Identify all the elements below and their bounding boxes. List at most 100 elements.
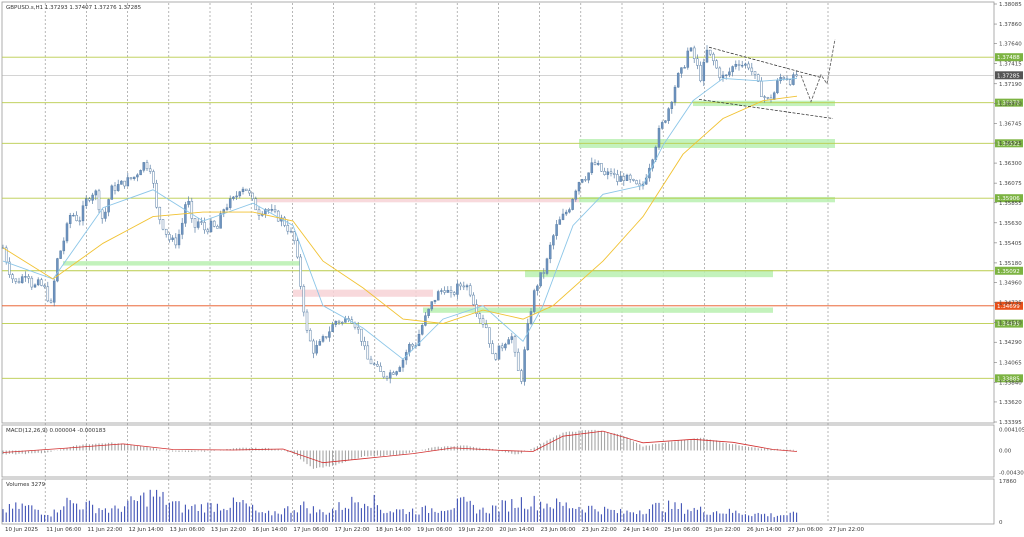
candle-body <box>478 313 482 319</box>
candle-body <box>776 80 779 94</box>
candle-body <box>366 345 370 360</box>
candle-body <box>577 182 581 192</box>
candle-body <box>392 372 395 375</box>
price-tick-label: 1.37860 <box>999 22 1022 28</box>
candle-body <box>590 162 594 174</box>
candle-body <box>782 77 786 79</box>
candle-body <box>299 256 302 287</box>
candle-body <box>536 285 539 291</box>
level-badge <box>995 139 1023 148</box>
candle-body <box>408 344 411 353</box>
candle-body <box>206 229 210 233</box>
time-tick-label: 23 Jun 06:00 <box>541 527 576 533</box>
candle-body <box>337 320 341 323</box>
candle-body <box>398 367 402 372</box>
current-price-badge <box>995 71 1023 80</box>
candle-body <box>788 79 792 85</box>
candle-body <box>465 285 469 288</box>
level-label: 1.34499 <box>997 322 1020 328</box>
candle-body <box>75 214 78 221</box>
candle-body <box>52 280 56 303</box>
candle-body <box>724 74 728 76</box>
candle-body <box>552 235 555 246</box>
candle-body <box>120 180 123 185</box>
price-tick-label: 1.36525 <box>999 141 1022 147</box>
time-tick-label: 11 Jun 06:00 <box>46 527 81 533</box>
candle-body <box>558 219 562 225</box>
candle-body <box>468 285 472 296</box>
candle-body <box>702 61 706 82</box>
candle-body <box>657 128 661 148</box>
candle-body <box>564 211 568 215</box>
candle-body <box>267 209 270 211</box>
candle-body <box>203 222 206 231</box>
candle-body <box>142 162 146 171</box>
candle-body <box>334 320 338 325</box>
candle-body <box>603 171 606 175</box>
current-price-label: 1.37285 <box>997 73 1020 79</box>
candle-body <box>276 210 280 222</box>
symbol-header: GBPUSD.s,H1 1.37293 1.37407 1.37276 1.37… <box>6 5 142 11</box>
candle-body <box>744 63 747 66</box>
candle-body <box>632 179 635 181</box>
candle-body <box>411 344 414 347</box>
time-tick-label: 18 Jun 14:00 <box>376 527 411 533</box>
axes: 10 Jun 2025 11 Jun 06:00 11 Jun 22:00 12 Ju… <box>5 2 1022 533</box>
candle-body <box>292 231 296 242</box>
candle-body <box>548 244 552 260</box>
candle-body <box>705 49 709 63</box>
candle-body <box>427 308 430 316</box>
moving-averages <box>2 77 798 360</box>
candle-body <box>712 53 715 62</box>
candle-body <box>152 171 155 184</box>
candle-body <box>94 190 98 196</box>
candle-body <box>59 250 62 259</box>
candle-body <box>81 205 85 222</box>
level-label: 1.36522 <box>997 141 1020 147</box>
candle-body <box>244 188 248 191</box>
candle-body <box>622 176 626 181</box>
candle-body <box>17 281 21 284</box>
candle-body <box>507 339 510 345</box>
candle-body <box>24 276 27 278</box>
candle-body <box>696 58 699 66</box>
candle-body <box>97 190 101 211</box>
candle-body <box>49 300 53 303</box>
candle-body <box>104 211 107 219</box>
candle-body <box>200 221 203 223</box>
candle-body <box>555 224 558 236</box>
volume-pane <box>1 478 995 525</box>
price-tick-label: 1.33620 <box>999 400 1022 406</box>
time-tick-label: 23 Jun 22:00 <box>582 527 617 533</box>
volume-tick-label: 17860 <box>999 479 1017 485</box>
candle-body <box>619 176 622 182</box>
candle-body <box>164 228 168 235</box>
candle-body <box>36 279 40 286</box>
level-badge <box>995 98 1023 107</box>
macd: 0.004105 0.00 -0.004305 <box>2 428 1024 476</box>
price-tick-label: 1.36300 <box>999 161 1022 167</box>
candle-body <box>424 315 427 326</box>
candle-body <box>792 74 795 85</box>
candle-body <box>212 220 216 227</box>
candle-body <box>497 345 501 360</box>
price-tick-label: 1.33840 <box>999 380 1022 386</box>
level-label: 1.34699 <box>997 304 1020 310</box>
candle-body <box>683 67 686 69</box>
candle-body <box>187 200 190 205</box>
candle-body <box>417 334 421 346</box>
candle-body <box>734 63 738 67</box>
candle-body <box>481 318 485 325</box>
candle-body <box>763 96 766 98</box>
candle-body <box>232 196 235 199</box>
price-tick-label: 1.37190 <box>999 82 1022 88</box>
price-tick-label: 1.35180 <box>999 261 1022 267</box>
price-tick-label: 1.34065 <box>999 360 1022 366</box>
level-badge <box>995 266 1023 275</box>
level-label: 1.35092 <box>997 269 1020 275</box>
level-label: 1.35906 <box>997 196 1020 202</box>
candle-body <box>302 286 306 313</box>
candle-body <box>561 213 565 220</box>
candle-body <box>171 237 174 240</box>
candle-body <box>27 276 30 279</box>
